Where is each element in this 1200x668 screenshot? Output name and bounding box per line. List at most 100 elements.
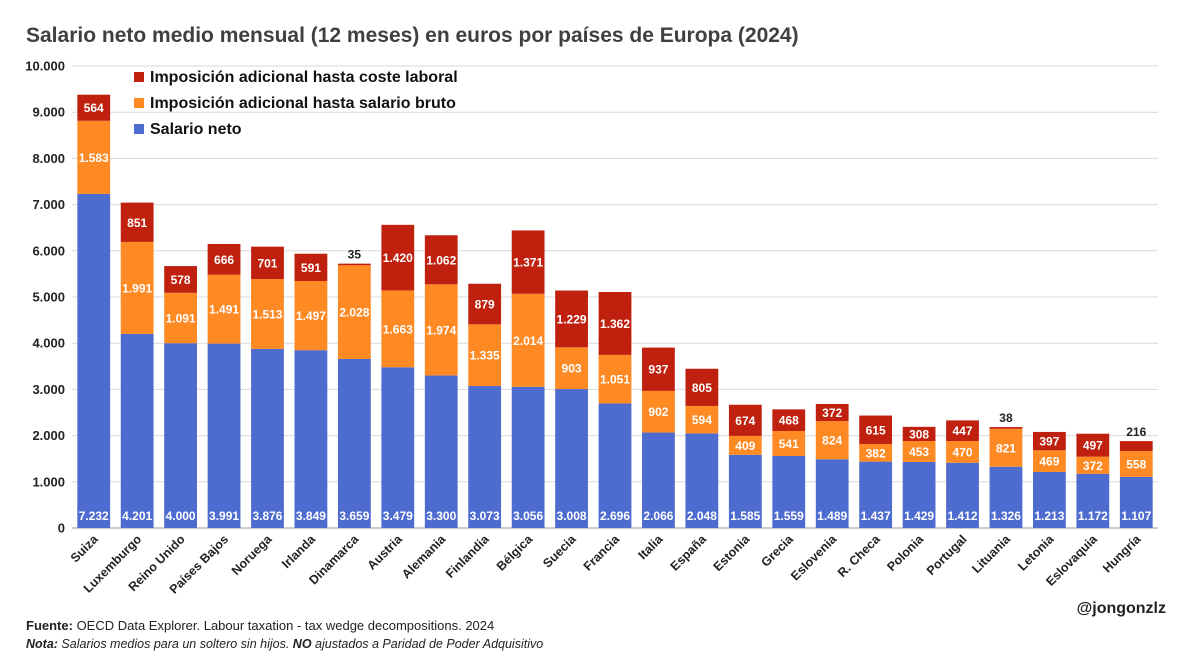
bar-segment [511, 386, 545, 528]
bar-segment [728, 454, 762, 528]
bar-segment [1076, 456, 1110, 474]
data-label: 1.429 [904, 509, 934, 523]
x-tick-label: Letonia [1015, 531, 1057, 573]
bar-segment [642, 390, 675, 433]
bar-segment [424, 375, 458, 528]
bar-segment [772, 409, 806, 431]
bar-segment [207, 243, 241, 275]
data-label: 1.497 [296, 309, 326, 323]
data-label: 1.974 [426, 323, 456, 337]
bar-segment [120, 241, 154, 334]
data-label: 4.201 [122, 509, 152, 523]
bar-segment [555, 389, 588, 528]
bar-segment [815, 403, 849, 422]
data-label: 615 [866, 423, 886, 437]
bar-segment [337, 358, 371, 528]
x-tick-label: R. Checa [835, 531, 883, 579]
y-tick-label: 1.000 [32, 474, 65, 489]
bar-segment [902, 426, 936, 442]
data-label: 2.014 [513, 334, 543, 348]
bar-segment [1119, 441, 1153, 452]
bar-segment [468, 283, 502, 325]
bar-segment [1119, 476, 1153, 528]
bar-segment [772, 430, 806, 456]
data-label: 1.062 [426, 253, 456, 267]
data-label: 594 [692, 413, 712, 427]
bar-segment [728, 435, 762, 455]
data-label: 1.229 [557, 312, 587, 326]
data-label: 468 [779, 414, 799, 428]
y-tick-label: 7.000 [32, 197, 65, 212]
bar-segment [164, 343, 197, 528]
source-note: Fuente: OECD Data Explorer. Labour taxat… [26, 618, 494, 633]
x-tick-label: Austria [365, 531, 406, 572]
bar-segment [511, 230, 545, 294]
bar-segment [251, 279, 284, 349]
y-tick-label: 4.000 [32, 336, 65, 351]
bar-segment [642, 347, 675, 391]
bar-segment [77, 94, 111, 121]
data-label: 578 [171, 273, 191, 287]
bar-segment [120, 333, 154, 528]
data-label: 397 [1039, 435, 1059, 449]
data-label: 372 [1083, 459, 1103, 473]
bar-segment [468, 324, 502, 387]
data-label: 674 [735, 414, 755, 428]
bar-segment [337, 263, 371, 266]
chart-title: Salario neto medio mensual (12 meses) en… [26, 24, 799, 47]
x-tick-label: Suiza [68, 531, 102, 565]
legend: Imposición adicional hasta coste laboral… [134, 69, 458, 138]
data-label: 1.362 [600, 317, 630, 331]
data-label: 409 [735, 439, 755, 453]
data-label: 497 [1083, 439, 1103, 453]
y-tick-label: 9.000 [32, 105, 65, 120]
y-tick-label: 0 [58, 521, 65, 536]
data-label: 469 [1039, 455, 1059, 469]
note-text-1: Salarios medios para un soltero sin hijo… [57, 637, 293, 651]
bar-segment [468, 386, 502, 528]
data-label: 1.412 [948, 509, 978, 523]
data-label: 1.437 [861, 509, 891, 523]
bar-segment [989, 428, 1023, 467]
bar-segment [685, 433, 719, 528]
bar-segment [685, 368, 719, 406]
bar-segment [164, 266, 197, 293]
data-label: 7.232 [79, 509, 109, 523]
data-label: 1.489 [817, 509, 847, 523]
source-label: Fuente: [26, 618, 73, 633]
data-label: 470 [953, 445, 973, 459]
bar-segment [207, 343, 241, 528]
legend-swatch [134, 98, 144, 108]
data-label: 3.659 [339, 509, 369, 523]
note-text-2: ajustados a Paridad de Poder Adquisitivo [311, 637, 544, 651]
data-label: 2.028 [339, 306, 369, 320]
author-handle: @jongonzlz [1076, 600, 1166, 617]
bar-segment [598, 291, 632, 355]
bar-segment [728, 404, 762, 436]
bar-segment [946, 420, 979, 442]
data-label: 1.335 [470, 349, 500, 363]
bar-segment [120, 202, 154, 242]
data-label: 3.991 [209, 509, 239, 523]
data-label: 1.559 [774, 509, 804, 523]
data-label: 541 [779, 437, 799, 451]
x-tick-label: Portugal [924, 532, 970, 578]
data-label: 1.663 [383, 322, 413, 336]
data-label: 937 [648, 363, 668, 377]
data-label: 903 [562, 362, 582, 376]
bar-segment [555, 347, 588, 390]
bar-segment [1076, 473, 1110, 528]
bar-segment [989, 427, 1023, 429]
data-label: 564 [84, 101, 104, 115]
data-label: 1.491 [209, 303, 239, 317]
bar-segment [815, 459, 849, 528]
bar-segment [424, 235, 458, 285]
x-tick-label: Finlandia [443, 531, 492, 580]
legend-swatch [134, 124, 144, 134]
x-tick-label: Grecia [758, 531, 796, 569]
bar-segment [1076, 433, 1110, 457]
bar-segment [77, 193, 111, 529]
x-tick-label: Francia [581, 531, 623, 573]
bar-segment [772, 455, 806, 528]
